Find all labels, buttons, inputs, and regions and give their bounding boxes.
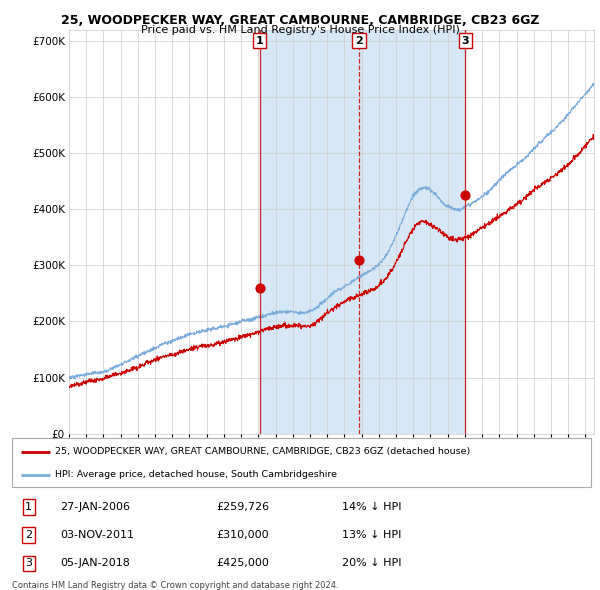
- Text: 2: 2: [355, 35, 363, 45]
- Point: [460, 191, 470, 200]
- Text: 1: 1: [25, 502, 32, 512]
- Text: 3: 3: [25, 559, 32, 568]
- Text: 20% ↓ HPI: 20% ↓ HPI: [342, 559, 401, 568]
- Text: 14% ↓ HPI: 14% ↓ HPI: [342, 502, 401, 512]
- Text: Contains HM Land Registry data © Crown copyright and database right 2024.
This d: Contains HM Land Registry data © Crown c…: [12, 581, 338, 590]
- Text: Price paid vs. HM Land Registry's House Price Index (HPI): Price paid vs. HM Land Registry's House …: [140, 25, 460, 35]
- Text: 03-NOV-2011: 03-NOV-2011: [60, 530, 134, 540]
- Text: 2: 2: [25, 530, 32, 540]
- Point: [354, 255, 364, 264]
- Text: 3: 3: [461, 35, 469, 45]
- Text: 27-JAN-2006: 27-JAN-2006: [60, 502, 130, 512]
- Text: £310,000: £310,000: [216, 530, 269, 540]
- Text: 25, WOODPECKER WAY, GREAT CAMBOURNE, CAMBRIDGE, CB23 6GZ (detached house): 25, WOODPECKER WAY, GREAT CAMBOURNE, CAM…: [55, 447, 470, 457]
- Text: 05-JAN-2018: 05-JAN-2018: [60, 559, 130, 568]
- Text: 13% ↓ HPI: 13% ↓ HPI: [342, 530, 401, 540]
- Bar: [260, 30, 465, 434]
- Text: 25, WOODPECKER WAY, GREAT CAMBOURNE, CAMBRIDGE, CB23 6GZ: 25, WOODPECKER WAY, GREAT CAMBOURNE, CAM…: [61, 14, 539, 27]
- Text: £259,726: £259,726: [216, 502, 269, 512]
- Text: £425,000: £425,000: [216, 559, 269, 568]
- Point: [255, 283, 265, 293]
- Text: HPI: Average price, detached house, South Cambridgeshire: HPI: Average price, detached house, Sout…: [55, 470, 337, 479]
- Text: 1: 1: [256, 35, 263, 45]
